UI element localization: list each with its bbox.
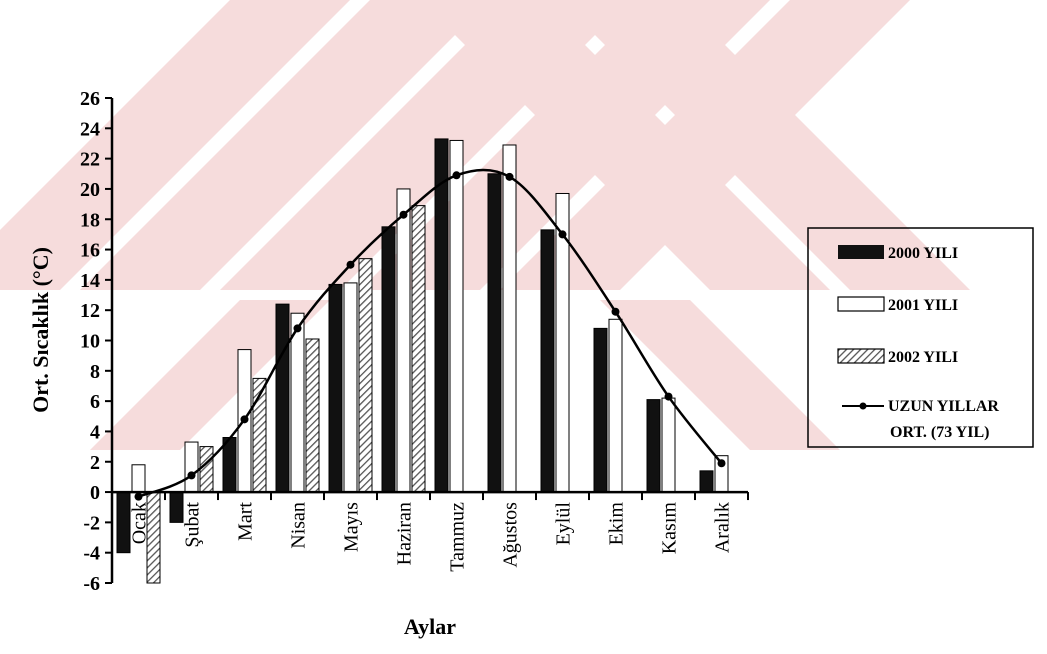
- x-category-label: Haziran: [394, 502, 416, 565]
- longterm-point-mayıs: [346, 260, 355, 269]
- bar-2000-kasım: [646, 399, 661, 493]
- x-category-label: Tammuz: [447, 502, 469, 572]
- y-tick-label: 26: [80, 88, 100, 110]
- y-tick-label: 0: [90, 482, 100, 504]
- bar-2000-tammuz: [434, 138, 449, 493]
- x-category-label: Mayıs: [341, 502, 363, 552]
- y-tick-label: 20: [80, 179, 100, 201]
- y-tick-label: -2: [83, 512, 100, 534]
- legend-label-2002: 2002 YILI: [888, 349, 958, 366]
- longterm-point-aralık: [717, 459, 726, 468]
- longterm-point-kasım: [664, 392, 673, 401]
- y-tick-label: 8: [90, 361, 100, 383]
- y-axis-title: Ort. Sıcaklık (°C): [28, 247, 53, 413]
- x-axis-title: Aylar: [404, 614, 456, 639]
- longterm-point-eylül: [558, 230, 567, 239]
- bar-2001-kasım: [661, 397, 676, 493]
- x-category-label: Ağustos: [500, 502, 522, 568]
- y-tick-label: 22: [80, 149, 100, 171]
- x-category-label: Mart: [235, 502, 257, 541]
- bar-2000-haziran: [381, 226, 396, 493]
- y-tick-label: 24: [80, 118, 100, 140]
- bar-2000-nisan: [275, 303, 290, 493]
- y-tick-label: 14: [80, 270, 100, 292]
- bar-2000-eylül: [540, 229, 555, 493]
- bar-2001-nisan: [290, 312, 305, 493]
- y-tick-label: 10: [80, 331, 100, 353]
- legend-swatch-2001: [837, 296, 885, 312]
- bar-2000-aralık: [699, 470, 714, 493]
- y-tick-label: 6: [90, 391, 100, 413]
- y-tick-label: 16: [80, 240, 100, 262]
- x-category-label: Ocak: [129, 502, 151, 544]
- x-category-label: Ekim: [606, 502, 628, 546]
- legend-line-marker: [859, 402, 867, 410]
- bar-2001-ekim: [608, 318, 623, 493]
- bar-2001-haziran: [396, 188, 411, 493]
- y-tick-label: -4: [83, 543, 100, 565]
- legend: 2000 YILI 2001 YILI 2002 YILI UZUN YILLA…: [807, 227, 1034, 448]
- longterm-point-ocak: [134, 492, 143, 501]
- bar-2002-şubat: [199, 446, 214, 493]
- longterm-point-tammuz: [452, 171, 461, 180]
- bar-2000-ağustos: [487, 173, 502, 493]
- bar-2001-ocak: [131, 464, 146, 493]
- y-tick-label: 18: [80, 209, 100, 231]
- longterm-point-ağustos: [505, 172, 514, 181]
- x-category-label: Şubat: [182, 502, 204, 548]
- y-tick-label: 4: [90, 421, 100, 443]
- legend-frame: [807, 227, 1034, 448]
- bar-2000-mayıs: [328, 283, 343, 493]
- legend-swatch-2002: [837, 348, 885, 364]
- longterm-point-nisan: [293, 324, 302, 333]
- bar-2001-mayıs: [343, 282, 358, 493]
- legend-label-2001: 2001 YILI: [888, 297, 958, 314]
- bar-2001-ağustos: [502, 144, 517, 493]
- x-category-label: Kasım: [659, 502, 681, 555]
- bar-2002-haziran: [411, 205, 426, 493]
- x-category-label: Nisan: [288, 502, 310, 549]
- x-category-label: Eylül: [553, 502, 575, 546]
- bar-2000-ekim: [593, 327, 608, 493]
- legend-label-longterm-line2: ORT. (73 YIL): [890, 424, 989, 441]
- longterm-point-mart: [240, 415, 249, 424]
- y-tick-label: 2: [90, 452, 100, 474]
- bar-2001-şubat: [184, 441, 199, 493]
- legend-label-2000: 2000 YILI: [888, 245, 958, 262]
- bar-2001-tammuz: [449, 139, 464, 493]
- bar-2002-nisan: [305, 338, 320, 493]
- longterm-point-ekim: [611, 307, 620, 316]
- bar-2002-mayıs: [358, 258, 373, 493]
- watermark-logo: [0, 0, 970, 450]
- y-tick-label: -6: [83, 573, 100, 595]
- x-category-label: Aralık: [712, 502, 734, 553]
- longterm-point-haziran: [399, 210, 408, 219]
- legend-swatch-2000: [838, 245, 884, 259]
- longterm-point-şubat: [187, 471, 196, 480]
- legend-label-longterm-line1: UZUN YILLAR: [888, 398, 999, 415]
- y-tick-label: 12: [80, 300, 100, 322]
